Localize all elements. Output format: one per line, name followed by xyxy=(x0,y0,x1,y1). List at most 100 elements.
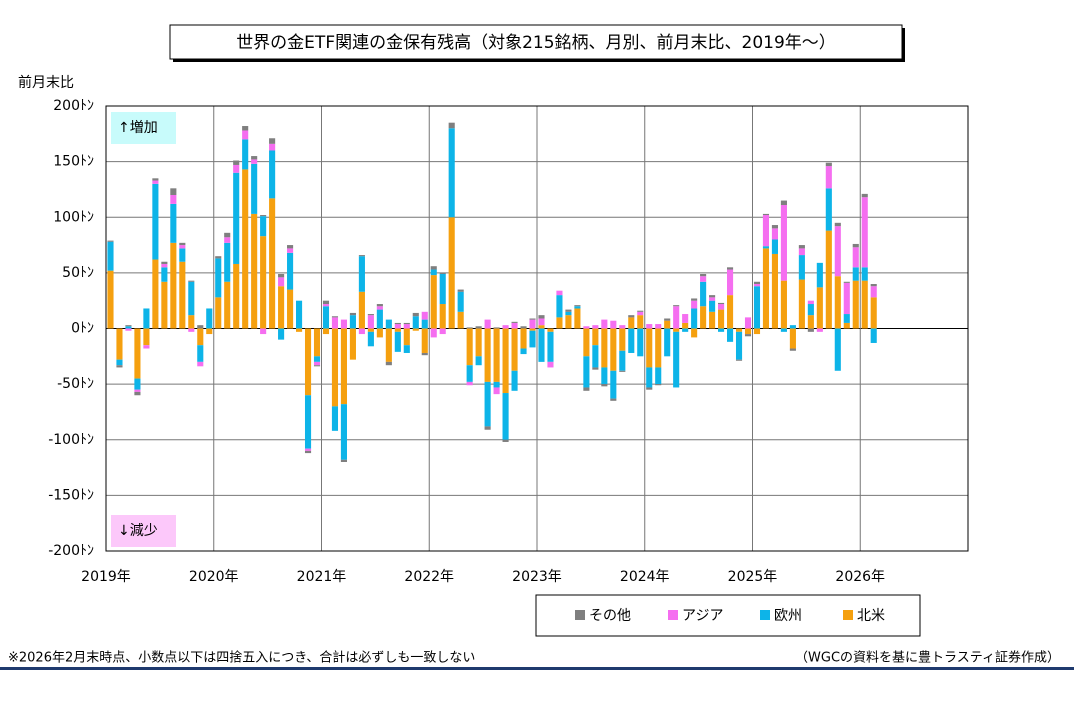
bar-segment xyxy=(394,331,401,352)
bar-segment xyxy=(484,381,491,427)
bar-segment xyxy=(403,328,410,346)
bar-segment xyxy=(457,311,464,329)
annotation-box xyxy=(111,515,176,547)
bar-segment xyxy=(215,258,222,298)
bar-segment xyxy=(287,245,294,249)
bar-segment xyxy=(538,325,545,329)
bar-segment xyxy=(726,295,734,329)
bar-segment xyxy=(161,267,168,282)
bar-segment xyxy=(358,328,365,335)
bar-segment xyxy=(592,328,599,346)
bar-segment xyxy=(628,328,635,353)
x-tick-label: 2026年 xyxy=(835,569,885,585)
bar-segment xyxy=(439,304,446,329)
bar-segment xyxy=(313,356,321,362)
legend-swatch xyxy=(668,610,678,620)
bar-segment xyxy=(538,315,545,319)
bar-segment xyxy=(439,273,446,305)
bar-segment xyxy=(637,315,644,329)
bar-segment xyxy=(870,297,877,329)
bar-segment xyxy=(780,280,787,329)
bar-segment xyxy=(367,315,374,329)
bar-segment xyxy=(269,198,276,329)
bar-segment xyxy=(466,381,473,386)
bar-segment xyxy=(511,370,518,391)
bar-segment xyxy=(816,287,823,329)
bar-segment xyxy=(430,328,437,338)
bar-segment xyxy=(403,345,410,353)
bar-segment xyxy=(493,381,500,388)
bar-segment xyxy=(242,169,249,329)
bar-segment xyxy=(152,180,159,184)
bar-segment xyxy=(682,322,689,329)
bar-segment xyxy=(529,319,536,329)
bar-segment xyxy=(421,352,428,356)
bar-segment xyxy=(224,237,231,243)
bar-segment xyxy=(789,325,796,329)
bar-segment xyxy=(628,315,635,318)
bar-segment xyxy=(484,319,491,329)
bar-segment xyxy=(547,361,554,368)
bar-segment xyxy=(269,150,276,199)
footnote: ※2026年2月末時点、小数点以下は四捨五入につき、合計は必ずしも一致しない xyxy=(8,650,475,666)
bar-segment xyxy=(583,387,590,391)
bar-segment xyxy=(179,245,186,249)
bar-segment xyxy=(161,281,168,329)
bar-segment xyxy=(619,328,626,351)
bar-segment xyxy=(224,281,231,329)
bar-segment xyxy=(565,315,572,329)
bar-segment xyxy=(870,284,877,287)
bar-segment xyxy=(691,328,698,338)
bar-segment xyxy=(825,230,832,329)
bar-segment xyxy=(565,311,572,316)
bar-segment xyxy=(735,328,743,332)
plot-area: -200ﾄﾝ -150ﾄﾝ -100ﾄﾝ -50ﾄﾝ 0ﾄﾝ 50ﾄﾝ 100ﾄﾝ 150ﾄﾝ… xyxy=(48,98,969,585)
bar-segment xyxy=(709,300,716,312)
bar-segment xyxy=(574,305,581,307)
bar-segment xyxy=(161,263,168,268)
bar-segment xyxy=(565,309,572,312)
y-tick-label: 0ﾄﾝ xyxy=(71,321,94,337)
x-tick-label: 2019年 xyxy=(81,569,131,585)
bar-segment xyxy=(547,331,554,362)
bar-segment xyxy=(870,286,877,298)
bar-segment xyxy=(188,281,195,316)
bar-segment xyxy=(322,306,330,329)
bar-segment xyxy=(691,300,698,309)
bar-segment xyxy=(529,318,536,320)
bar-segment xyxy=(224,232,231,238)
bar-segment xyxy=(709,297,716,301)
bar-segment xyxy=(376,304,383,307)
bar-segment xyxy=(215,297,222,329)
bar-segment xyxy=(780,205,787,281)
x-tick-label: 2024年 xyxy=(620,569,670,585)
bar-segment xyxy=(825,188,832,231)
bar-segment xyxy=(493,328,500,382)
bar-segment xyxy=(403,322,410,325)
bar-segment xyxy=(583,356,590,388)
bar-segment xyxy=(637,328,644,357)
bar-segment xyxy=(511,322,518,329)
bar-segment xyxy=(439,328,446,335)
x-tick-label: 2025年 xyxy=(728,569,778,585)
bar-segment xyxy=(304,448,312,451)
bar-segment xyxy=(287,248,294,253)
bar-segment xyxy=(753,328,761,335)
bar-segment xyxy=(107,241,114,271)
bar-segment xyxy=(340,404,348,460)
bar-segment xyxy=(637,310,644,312)
plot-border xyxy=(105,105,969,552)
bar-segment xyxy=(529,330,536,348)
bar-segment xyxy=(197,325,204,329)
bar-segment xyxy=(771,239,779,254)
bar-segment xyxy=(529,328,536,331)
bar-segment xyxy=(287,252,294,290)
bar-segment xyxy=(295,328,303,332)
bar-segment xyxy=(349,328,356,360)
bar-segment xyxy=(466,365,473,382)
x-tick-label: 2020年 xyxy=(189,569,239,585)
bar-segment xyxy=(161,261,168,264)
bar-segment xyxy=(269,143,276,151)
bar-segment xyxy=(789,348,796,351)
